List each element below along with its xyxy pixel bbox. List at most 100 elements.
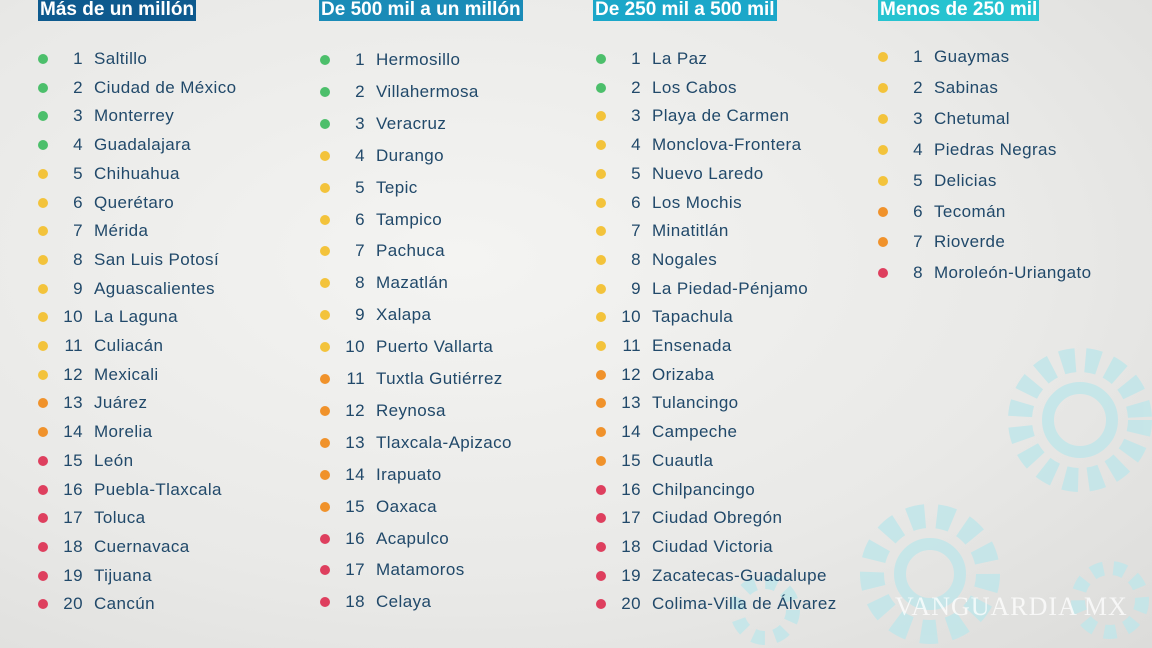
rank: 17 bbox=[345, 560, 365, 580]
rank: 10 bbox=[345, 337, 365, 357]
rank: 7 bbox=[73, 221, 83, 241]
status-dot-icon bbox=[596, 254, 606, 265]
status-dot-icon bbox=[38, 197, 48, 208]
rank: 14 bbox=[63, 422, 83, 442]
rank: 8 bbox=[913, 263, 923, 283]
city-name: Ensenada bbox=[652, 336, 732, 355]
status-dot-icon bbox=[596, 111, 606, 122]
rank: 17 bbox=[63, 508, 83, 528]
rank: 18 bbox=[345, 592, 365, 612]
status-dot-icon bbox=[38, 226, 48, 237]
status-dot-icon bbox=[38, 599, 48, 610]
city-name: Moroleón-Uriangato bbox=[934, 263, 1092, 283]
status-dot-icon bbox=[596, 168, 606, 179]
rank: 16 bbox=[63, 479, 83, 499]
rank: 7 bbox=[913, 232, 923, 252]
rank: 9 bbox=[355, 305, 365, 325]
city-name: Minatitlán bbox=[652, 221, 729, 241]
column-header: Menos de 250 mil bbox=[878, 0, 1040, 21]
rank: 11 bbox=[622, 336, 641, 355]
status-dot-icon bbox=[38, 541, 48, 552]
city-name: Nogales bbox=[652, 249, 718, 269]
status-dot-icon bbox=[596, 541, 606, 552]
status-dot-icon bbox=[596, 197, 606, 208]
rank: 4 bbox=[913, 139, 923, 159]
rank: 5 bbox=[913, 170, 923, 190]
city-name: Veracruz bbox=[376, 113, 447, 133]
rank: 8 bbox=[631, 249, 641, 269]
status-dot-icon bbox=[320, 565, 330, 576]
status-dot-icon bbox=[38, 254, 48, 265]
status-dot-icon bbox=[320, 597, 330, 608]
status-dot-icon bbox=[596, 599, 606, 610]
city-name: San Luis Potosí bbox=[94, 249, 220, 269]
status-dot-icon bbox=[38, 168, 48, 179]
status-dot-icon bbox=[38, 455, 48, 466]
city-name: Irapuato bbox=[376, 464, 442, 484]
city-name: Chilpancingo bbox=[652, 479, 756, 499]
rank: 12 bbox=[63, 364, 83, 384]
column-header: De 500 mil a un millón bbox=[319, 0, 523, 21]
city-name: Puerto Vallarta bbox=[376, 337, 494, 357]
status-dot-icon bbox=[596, 82, 606, 93]
status-dot-icon bbox=[878, 237, 888, 248]
status-dot-icon bbox=[596, 54, 606, 64]
city-name: Monterrey bbox=[94, 106, 175, 126]
status-dot-icon bbox=[38, 341, 48, 351]
status-dot-icon bbox=[878, 268, 888, 279]
city-name: Toluca bbox=[94, 508, 146, 528]
city-name: Tuxtla Gutiérrez bbox=[376, 369, 503, 388]
city-name: Hermosillo bbox=[376, 50, 461, 69]
city-name: Aguascalientes bbox=[94, 278, 215, 298]
city-name: Cuernavaca bbox=[94, 536, 190, 556]
status-dot-icon bbox=[320, 246, 330, 257]
rank: 2 bbox=[73, 77, 83, 97]
status-dot-icon bbox=[596, 484, 606, 495]
city-name: Culiacán bbox=[94, 336, 164, 355]
city-name: La Laguna bbox=[94, 307, 178, 327]
rank: 15 bbox=[345, 496, 365, 516]
rank: 7 bbox=[355, 241, 365, 261]
rank: 13 bbox=[63, 393, 83, 413]
status-dot-icon bbox=[38, 312, 48, 323]
status-dot-icon bbox=[320, 533, 330, 544]
status-dot-icon bbox=[596, 226, 606, 237]
city-name: Rioverde bbox=[934, 232, 1006, 252]
status-dot-icon bbox=[596, 455, 606, 466]
city-name: Monclova-Frontera bbox=[652, 135, 802, 155]
city-name: Puebla-Tlaxcala bbox=[94, 479, 222, 499]
rank: 18 bbox=[63, 536, 83, 556]
rank: 18 bbox=[621, 536, 641, 556]
rank: 1 bbox=[631, 49, 641, 68]
city-name: Nuevo Laredo bbox=[652, 163, 764, 183]
rank: 10 bbox=[621, 307, 641, 327]
rank: 6 bbox=[913, 201, 923, 221]
rank: 14 bbox=[621, 422, 641, 442]
rank: 20 bbox=[63, 594, 83, 614]
city-name: Ciudad de México bbox=[94, 77, 237, 97]
status-dot-icon bbox=[320, 374, 330, 384]
status-dot-icon bbox=[38, 54, 48, 64]
status-dot-icon bbox=[38, 283, 48, 294]
city-name: Acapulco bbox=[376, 528, 450, 548]
rank: 4 bbox=[355, 145, 365, 165]
status-dot-icon bbox=[878, 175, 888, 186]
rank: 3 bbox=[355, 113, 365, 133]
city-name: Tampico bbox=[376, 209, 443, 229]
status-dot-icon bbox=[320, 342, 330, 353]
city-name: Orizaba bbox=[652, 364, 715, 384]
status-dot-icon bbox=[320, 150, 330, 161]
rank: 6 bbox=[73, 192, 83, 212]
rank: 2 bbox=[355, 81, 365, 101]
status-dot-icon bbox=[320, 469, 330, 480]
city-name: Piedras Negras bbox=[934, 139, 1057, 159]
status-dot-icon bbox=[38, 398, 48, 409]
rank: 20 bbox=[621, 594, 641, 614]
status-dot-icon bbox=[320, 501, 330, 512]
city-name: Campeche bbox=[652, 422, 738, 442]
city-name: Pachuca bbox=[376, 241, 445, 261]
city-name: Tecomán bbox=[934, 201, 1006, 221]
city-name: Mexicali bbox=[94, 364, 159, 384]
status-dot-icon bbox=[878, 52, 888, 62]
watermark-logo: VANGUARDIA MX bbox=[895, 592, 1128, 621]
